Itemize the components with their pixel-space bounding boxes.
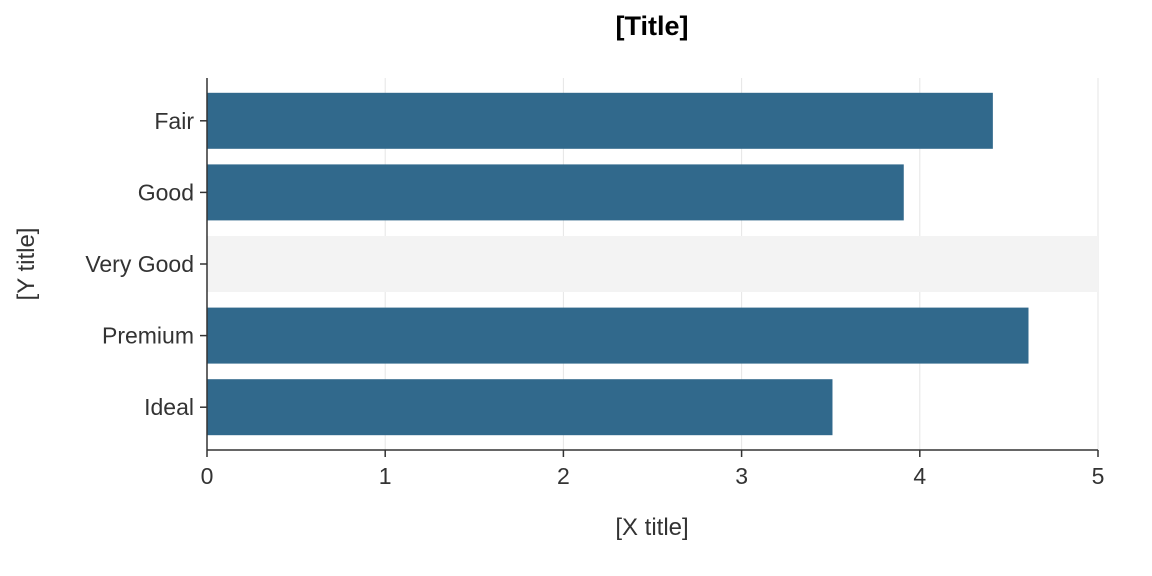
x-axis-title: [X title] xyxy=(615,514,688,541)
y-tick-label-fair: Fair xyxy=(154,108,194,134)
axes xyxy=(200,78,1099,457)
x-tick-label-5: 5 xyxy=(1092,463,1105,489)
bar-very-good xyxy=(207,236,1098,292)
bar-fair xyxy=(207,92,993,149)
x-tick-label-1: 1 xyxy=(379,463,392,489)
x-tick-label-4: 4 xyxy=(913,463,926,489)
bar-ideal xyxy=(207,379,833,436)
y-tick-label-ideal: Ideal xyxy=(144,394,194,420)
x-tick-label-3: 3 xyxy=(735,463,748,489)
y-tick-label-good: Good xyxy=(138,179,194,205)
chart-title: [Title] xyxy=(616,11,689,41)
tick-labels: 0 1 2 3 4 5 Fair Good Very Good Premium Ideal xyxy=(85,108,1104,489)
bars xyxy=(207,92,1098,436)
y-tick-label-premium: Premium xyxy=(102,323,194,349)
bar-premium xyxy=(207,307,1029,364)
x-tick-label-0: 0 xyxy=(201,463,214,489)
y-axis-title: [Y title] xyxy=(13,228,40,301)
y-tick-label-very-good: Very Good xyxy=(85,251,194,277)
x-tick-label-2: 2 xyxy=(557,463,570,489)
bar-good xyxy=(207,164,904,221)
